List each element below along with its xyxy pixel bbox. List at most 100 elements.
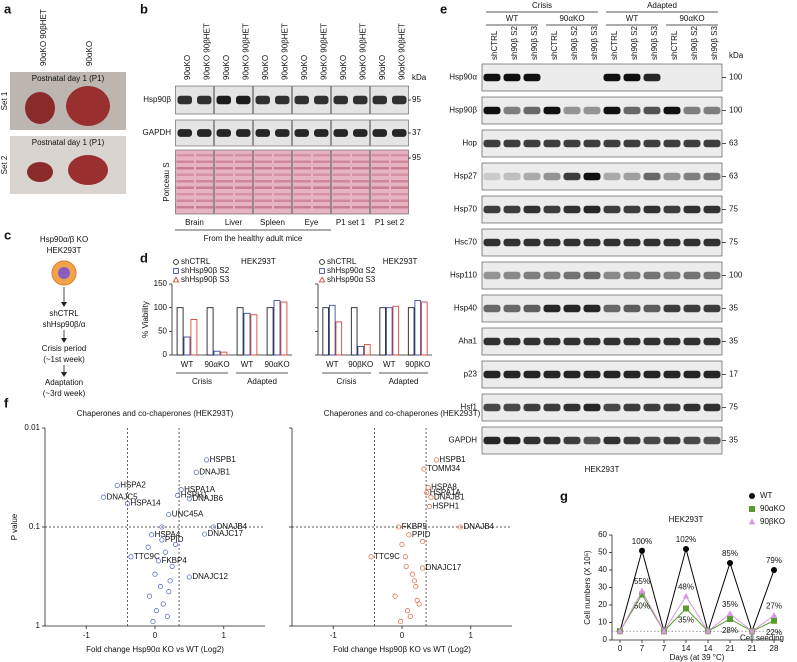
lane-label: 90αKO	[261, 55, 270, 80]
band	[543, 436, 561, 445]
band	[197, 95, 212, 105]
stain-band	[293, 173, 311, 176]
stain-band	[293, 167, 311, 170]
step-label: HEK293T	[47, 246, 82, 255]
stain-band	[215, 160, 233, 163]
data-point	[157, 584, 164, 590]
stain-band	[371, 193, 389, 196]
stain-band	[274, 167, 292, 170]
band	[177, 129, 192, 137]
band	[623, 403, 641, 412]
y-tick-label: 150	[154, 279, 168, 288]
stain-band	[235, 180, 253, 183]
y-axis-label: Cell numbers (X 10⁵)	[583, 550, 592, 625]
band	[503, 73, 521, 82]
stain-band	[196, 167, 214, 170]
condition-label: Adapted	[647, 1, 677, 10]
stain-band	[176, 154, 194, 157]
band	[663, 139, 681, 148]
bar	[322, 307, 329, 356]
stain-band	[235, 160, 253, 163]
band	[683, 106, 701, 115]
band	[683, 139, 701, 148]
y-tick-label: 100	[154, 303, 168, 312]
condition-label: Crisis	[532, 1, 552, 10]
percent-label: 22%	[766, 628, 782, 637]
data-point	[416, 601, 422, 607]
band	[603, 403, 621, 412]
legend-label: shHsp90β S2	[181, 266, 230, 275]
lane-label: shCTRL	[490, 30, 499, 60]
data-point	[425, 485, 431, 491]
tissue-label: P1 set 1	[336, 218, 366, 227]
x-tick-label: 21	[726, 644, 735, 653]
row-label: Hsp90β	[143, 95, 171, 104]
x-axis-label: Fold change Hsp90α KO vs WT (Log2)	[86, 645, 224, 654]
row-label: Hop	[462, 139, 477, 148]
legend-marker	[749, 506, 755, 512]
band	[663, 337, 681, 346]
band	[703, 139, 721, 148]
stain-band	[332, 173, 350, 176]
stain-band	[391, 199, 409, 202]
stain-band	[352, 199, 370, 202]
stain-band	[235, 173, 253, 176]
data-point	[173, 541, 179, 547]
data-point	[406, 532, 412, 538]
point-label: HSPA4	[155, 530, 181, 539]
percent-label: 35%	[678, 616, 694, 625]
series-line	[619, 589, 775, 633]
stain-band	[352, 154, 370, 157]
kda-value: 95	[412, 95, 421, 104]
band	[643, 403, 661, 412]
band	[663, 205, 681, 214]
bar	[379, 307, 386, 356]
legend-label: shCTRL	[327, 257, 357, 266]
data-point	[639, 547, 645, 554]
panel-letter: b	[140, 1, 148, 16]
stain-band	[235, 193, 253, 196]
data-point	[159, 537, 165, 543]
band	[503, 337, 521, 346]
data-point	[150, 618, 156, 625]
x-tick-label: 28	[770, 644, 779, 653]
data-point	[193, 469, 199, 475]
arrow-head	[61, 372, 67, 377]
band	[643, 172, 661, 181]
tissue-label: Spleen	[260, 218, 285, 227]
band	[543, 304, 561, 313]
x-tick-label: -1	[83, 631, 91, 640]
x-tick-label: 90αKO	[204, 360, 229, 369]
band	[483, 304, 501, 313]
x-tick-label: 7	[640, 644, 645, 653]
data-point	[771, 567, 777, 573]
bar	[328, 304, 336, 356]
set-label: Set 1	[0, 91, 9, 110]
tissue-label: Eye	[305, 218, 319, 227]
kda-value: 100	[729, 271, 743, 280]
band	[483, 172, 501, 181]
stain-band	[391, 154, 409, 157]
y-tick-label: 60	[598, 530, 607, 539]
stain-band	[176, 167, 194, 170]
band	[623, 205, 641, 214]
data-point	[420, 565, 426, 571]
stain-band	[274, 199, 292, 202]
point-label: HSPA14	[131, 499, 162, 508]
bar	[183, 336, 191, 356]
bar	[357, 346, 365, 356]
data-point	[100, 494, 106, 500]
stain-band	[176, 173, 194, 176]
band	[683, 337, 701, 346]
data-point	[162, 549, 168, 555]
stain-band	[332, 193, 350, 196]
legend-marker	[749, 493, 755, 499]
legend-marker	[173, 268, 179, 274]
band	[523, 238, 541, 247]
band	[603, 436, 621, 445]
blot	[481, 393, 723, 422]
band	[663, 106, 681, 115]
band	[643, 304, 661, 313]
lane-label: 90αKO 90βHET	[397, 23, 406, 80]
